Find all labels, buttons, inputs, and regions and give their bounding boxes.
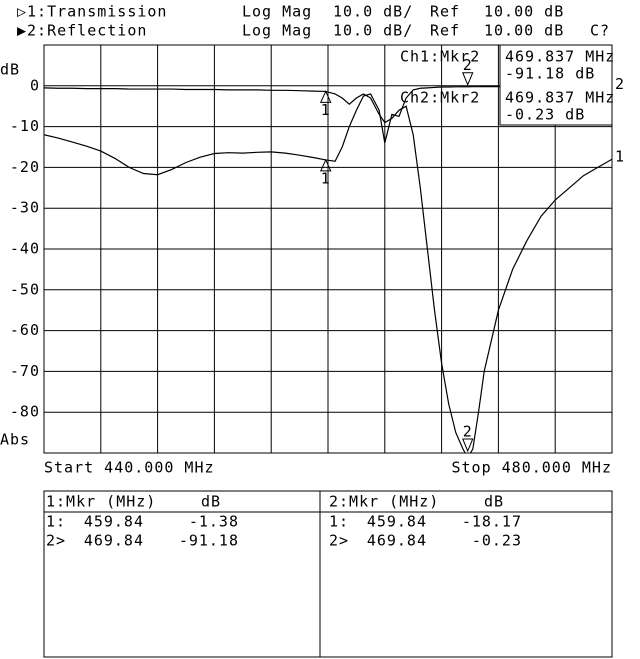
trace — [44, 87, 612, 453]
table-header: 1:Mkr (MHz) — [46, 493, 156, 511]
y-tick-label: -80 — [10, 403, 40, 421]
table-cell: 469.84 — [367, 532, 427, 550]
table-cell: -18.17 — [462, 513, 522, 531]
trace-label: 2 — [615, 75, 625, 93]
header-text: C? — [590, 22, 610, 40]
header-text: 10.0 dB/ — [333, 3, 413, 21]
table-cell: 1: — [329, 513, 349, 531]
grid — [44, 45, 612, 453]
table-cell: 1: — [46, 513, 66, 531]
table-header: dB — [484, 493, 504, 511]
readout-box — [499, 44, 613, 126]
table-cell: 459.84 — [367, 513, 427, 531]
table-cell: 469.84 — [84, 532, 144, 550]
marker-label: 2 — [463, 423, 473, 441]
marker-triangle — [461, 438, 474, 453]
table-cell: 459.84 — [84, 513, 144, 531]
trace — [44, 86, 612, 176]
table-header: 2:Mkr (MHz) — [329, 493, 439, 511]
y-tick-label: -60 — [10, 321, 40, 339]
table-header: dB — [201, 493, 221, 511]
table-cell: 2> — [46, 532, 66, 550]
readout-freq: 469.837 MHz — [505, 89, 615, 107]
table-cell: 2> — [329, 532, 349, 550]
table-cell: -1.38 — [189, 513, 239, 531]
marker-triangle — [319, 90, 332, 103]
table-cell: -0.23 — [472, 532, 522, 550]
readout-value: -91.18 dB — [505, 65, 595, 83]
header-text: Ref — [430, 22, 460, 40]
table-cell: -91.18 — [179, 532, 239, 550]
header-text: 10.00 dB — [484, 3, 564, 21]
header-text: Ref — [430, 3, 460, 21]
traces — [44, 86, 612, 453]
marker-table-frame — [43, 490, 613, 658]
y-unit-label: Abs — [0, 431, 30, 449]
start-label: Start 440.000 MHz — [44, 459, 215, 477]
readout-name: Ch2:Mkr2 — [400, 89, 480, 107]
labels: dB Abs Start 440.000 MHz Stop 480.000 MH… — [0, 61, 613, 477]
marker-triangle — [461, 72, 474, 87]
y-tick-label: -10 — [10, 117, 40, 135]
y-label: dB — [0, 61, 20, 79]
header-text: Log Mag — [242, 22, 312, 40]
header-text: Log Mag — [242, 3, 312, 21]
header-text: ▷1:Transmission — [17, 3, 167, 21]
readout-freq: 469.837 MHz — [505, 48, 615, 66]
marker-label: 1 — [321, 169, 331, 187]
header-text: 10.0 dB/ — [333, 22, 413, 40]
y-tick-label: -50 — [10, 280, 40, 298]
markers: 1 2 1 2 — [319, 56, 474, 453]
header-text: 10.00 dB — [484, 22, 564, 40]
header-text: ▶2:Reflection — [17, 22, 147, 40]
marker-triangle — [319, 158, 332, 172]
y-tick-label: 0 — [30, 76, 40, 94]
readout-name: Ch1:Mkr2 — [400, 48, 480, 66]
readout-value: -0.23 dB — [505, 106, 585, 124]
y-tick-label: -70 — [10, 362, 40, 380]
marker-label: 1 — [321, 101, 331, 119]
trace-label: 1 — [615, 148, 625, 166]
y-tick-label: -30 — [10, 199, 40, 217]
marker-label: 2 — [463, 56, 473, 74]
y-tick-label: -40 — [10, 240, 40, 258]
stop-label: Stop 480.000 MHz — [452, 459, 613, 477]
y-tick-label: -20 — [10, 158, 40, 176]
